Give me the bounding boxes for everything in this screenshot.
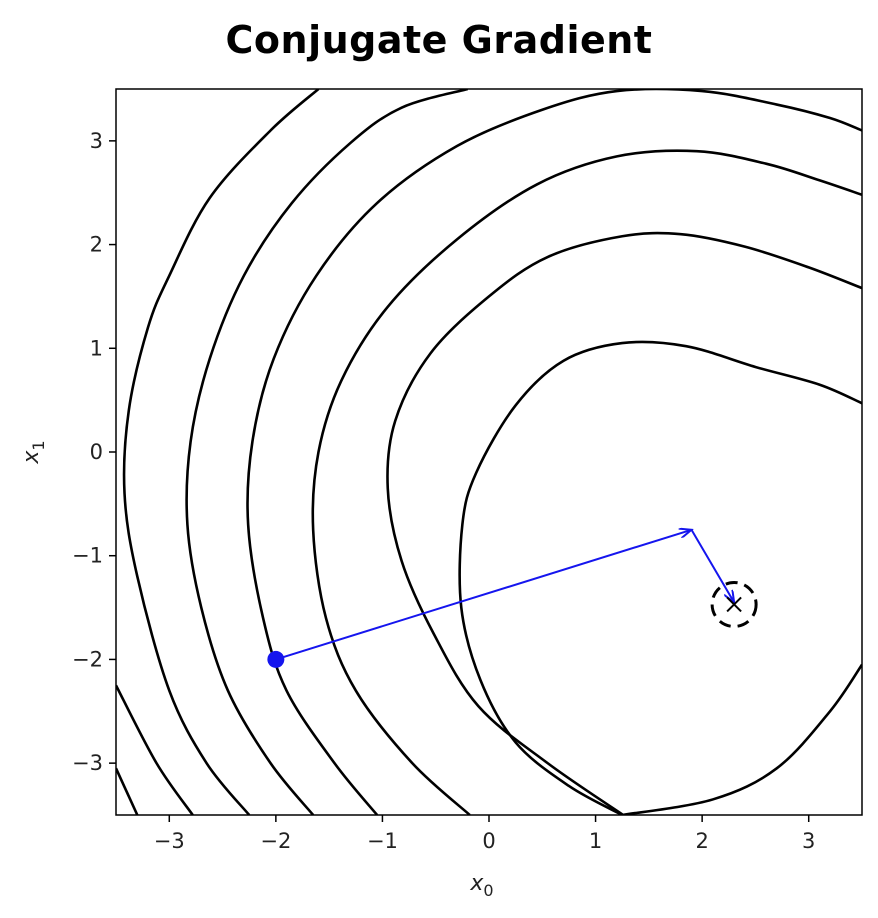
x-axis-ticks: −3 −2 −1 0 1 2 3 <box>154 815 815 853</box>
plot-frame <box>115 88 863 816</box>
markers <box>267 580 758 668</box>
x-tick-label: −1 <box>367 829 398 853</box>
x-axis-label: x0 <box>469 871 493 900</box>
y-tick-label: −3 <box>72 751 103 775</box>
chart-title: Conjugate Gradient <box>225 18 653 62</box>
contour-level-2 <box>116 684 194 815</box>
path-step-1 <box>275 530 692 661</box>
y-tick-label: −1 <box>72 544 103 568</box>
path-step-2 <box>690 529 734 603</box>
x-tick-label: 3 <box>802 829 815 853</box>
x-tick-label: 2 <box>695 829 708 853</box>
y-axis-ticks: −3 −2 −1 0 1 2 3 <box>72 129 116 775</box>
contour-level-5 <box>246 89 862 815</box>
y-tick-label: 0 <box>90 440 103 464</box>
minimum-circle <box>710 580 758 628</box>
minimum-x-mark <box>726 596 742 613</box>
optimization-path <box>275 529 734 661</box>
contour-level-7 <box>386 231 862 815</box>
contour-level-8 <box>621 663 862 815</box>
contour-level-3 <box>122 89 320 815</box>
contour-lines <box>116 89 862 815</box>
y-tick-label: −2 <box>72 647 103 671</box>
x-tick-label: −2 <box>260 829 291 853</box>
x-tick-label: 0 <box>482 829 495 853</box>
y-tick-label: 3 <box>90 129 103 153</box>
start-point <box>267 650 285 668</box>
contour-level-4 <box>185 89 469 815</box>
contour-level-6 <box>311 149 862 815</box>
contour-level-8b <box>458 340 862 815</box>
y-tick-label: 1 <box>90 336 103 360</box>
y-tick-label: 2 <box>90 233 103 257</box>
x-tick-label: 1 <box>589 829 602 853</box>
y-axis-label: x1 <box>19 440 48 464</box>
contour-level-1 <box>116 767 139 815</box>
x-tick-label: −3 <box>154 829 185 853</box>
